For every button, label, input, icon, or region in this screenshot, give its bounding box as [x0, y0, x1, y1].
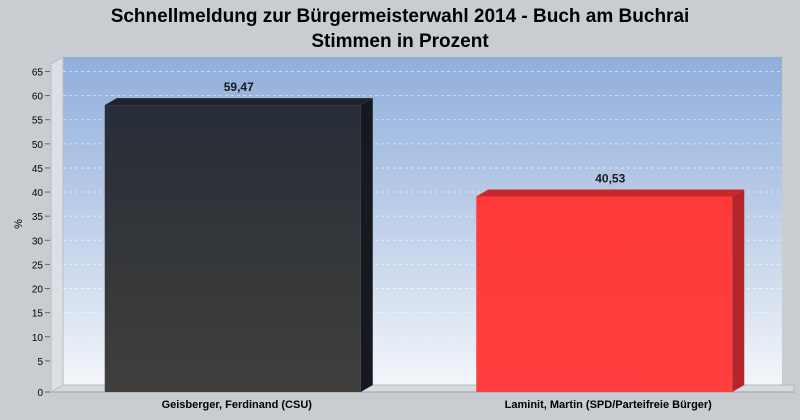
bar-side	[360, 98, 373, 392]
y-tick-label: 0	[37, 388, 43, 399]
y-tick-label: 65	[32, 67, 44, 78]
y-axis-label: %	[13, 219, 25, 229]
bar-front	[476, 196, 733, 392]
bar-top	[476, 189, 745, 197]
y-tick-label: 20	[32, 285, 44, 296]
bar-front	[104, 105, 361, 392]
value-label: 40,53	[595, 172, 625, 186]
y-tick-label: 15	[32, 309, 44, 320]
bar-side	[732, 189, 745, 392]
y-tick-label: 35	[32, 212, 44, 223]
value-label: 59,47	[224, 80, 254, 94]
category-label: Geisberger, Ferdinand (CSU)	[162, 399, 313, 411]
bars	[104, 98, 745, 392]
y-tick-label: 10	[32, 333, 44, 344]
plot-side-wall	[50, 56, 64, 393]
y-tick-label: 30	[32, 236, 44, 247]
y-tick-label: 50	[32, 140, 44, 151]
y-tick-label: 25	[32, 260, 44, 271]
y-tick-label: 5	[37, 357, 43, 368]
chart-title: Schnellmeldung zur Bürgermeisterwahl 201…	[111, 6, 690, 27]
category-labels: Geisberger, Ferdinand (CSU) Laminit, Mart…	[162, 399, 713, 411]
y-tick-label: 55	[32, 116, 44, 127]
value-labels: 59,47 40,53	[224, 80, 626, 185]
bar-2	[476, 189, 745, 392]
y-tick-label: 60	[32, 92, 44, 103]
chart-subtitle: Stimmen in Prozent	[311, 31, 489, 52]
bar-top	[104, 98, 373, 106]
y-axis-ticks: 0 5 10 15 20 25 30 35 40 45 50 55 60 65	[32, 67, 50, 399]
y-tick-label: 45	[32, 164, 44, 175]
y-tick-label: 40	[32, 188, 44, 199]
category-label: Laminit, Martin (SPD/Parteifreie Bürger)	[505, 399, 713, 411]
bar-1	[104, 98, 373, 392]
